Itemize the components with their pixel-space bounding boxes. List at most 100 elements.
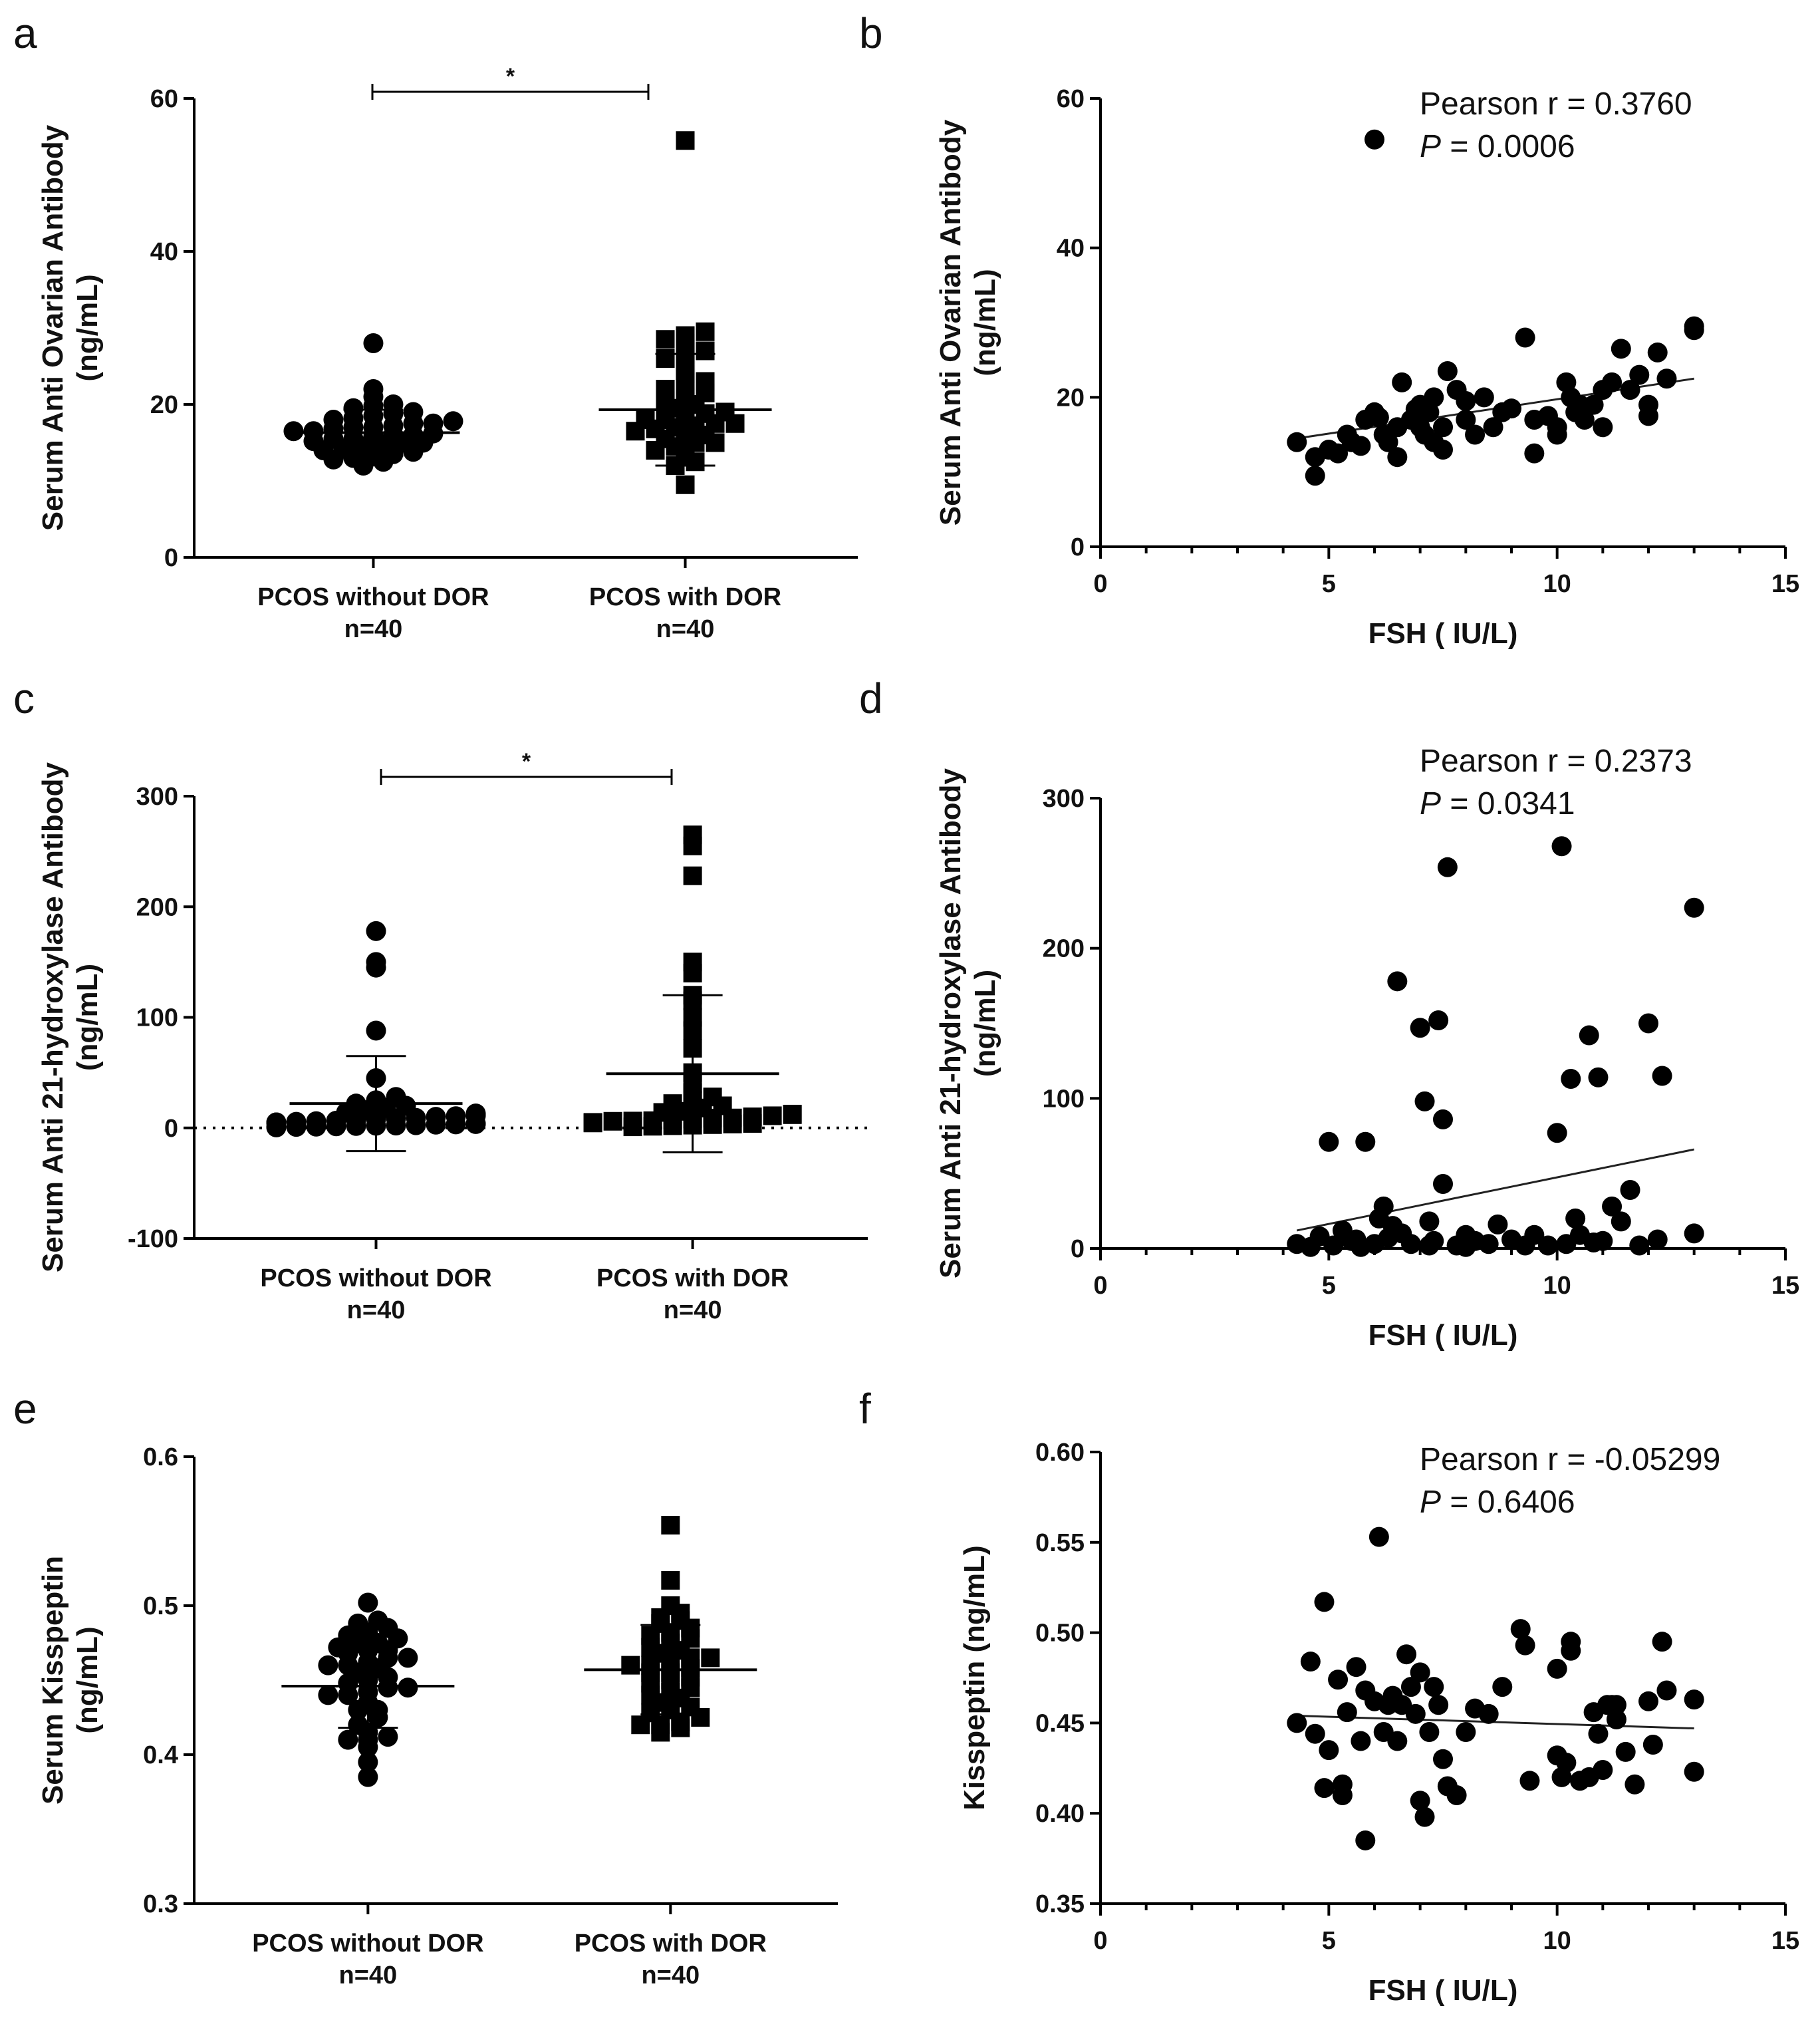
y-axis-title-line: (ng/mL) [71, 274, 104, 381]
p-value-label: P = 0.6406 [1420, 1485, 1575, 1520]
data-point [1419, 1235, 1440, 1256]
data-point [1300, 1652, 1321, 1672]
data-point [1305, 1723, 1325, 1744]
category-n-label: n=40 [641, 1962, 700, 1989]
data-point [1287, 432, 1307, 452]
data-point-circle [338, 1729, 358, 1750]
panel-b: b 0 20 40 60 0 5 10 15 FSH ( IU/L) Serum Anti Ovar… [859, 9, 1799, 650]
data-point-circle [378, 1727, 398, 1747]
category-label: PCOS without DOR [257, 583, 489, 611]
data-point [1428, 1010, 1449, 1030]
data-point [1414, 1807, 1435, 1827]
data-point-square [656, 380, 675, 398]
data-point [1351, 436, 1371, 456]
y-tick-label: 0 [1071, 533, 1085, 561]
data-point [1602, 372, 1623, 392]
data-point [1629, 1235, 1650, 1256]
data-point-circle [343, 398, 364, 418]
data-point [1332, 1785, 1353, 1806]
panel-letter: d [859, 674, 883, 722]
data-point-circle [426, 1107, 446, 1127]
data-point [1638, 406, 1658, 426]
y-axis-title-line: Serum Anti 21-hydroxylase Antibody [934, 768, 967, 1278]
regression-line [1297, 1715, 1694, 1730]
p-value-symbol: P [1420, 786, 1441, 821]
data-point-square [656, 349, 675, 368]
data-point [1319, 1131, 1339, 1152]
y-tick-label: 0.55 [1035, 1529, 1085, 1557]
data-point-square [623, 1111, 642, 1131]
x-axis-title: FSH ( IU/L) [1368, 1319, 1518, 1352]
data-point [1456, 1236, 1476, 1257]
data-point [1579, 1025, 1599, 1046]
significance-star: * [506, 64, 515, 89]
category-label: PCOS without DOR [252, 1930, 483, 1958]
y-axis-title-line: Kisspeptin (ng/mL) [958, 1545, 991, 1810]
y-axis-title-line: (ng/mL) [71, 964, 104, 1071]
y-axis-title-line: Serum Kisspeptin [37, 1556, 69, 1805]
data-point [1410, 1791, 1430, 1811]
data-point [1378, 432, 1398, 452]
data-point [1647, 1229, 1668, 1250]
panel-d: d 0 100 200 300 0 5 10 15 FSH ( IU/L) Serum Anti 2… [859, 674, 1799, 1352]
data-point-square [583, 1113, 602, 1132]
significance-star: * [522, 749, 531, 774]
data-point-circle [303, 421, 324, 442]
x-tick-label: 15 [1771, 1927, 1799, 1955]
y-axis-title-line: Serum Anti Ovarian Antibody [37, 124, 69, 531]
data-point [1620, 1179, 1640, 1200]
data-point [1424, 387, 1444, 408]
data-point-circle [386, 1087, 406, 1107]
data-point [1684, 897, 1704, 918]
data-point-circle [286, 1111, 307, 1132]
data-point [1368, 1527, 1389, 1547]
data-point-square [703, 1088, 722, 1107]
data-point [1387, 1731, 1408, 1751]
data-point-square [676, 326, 695, 345]
x-axis-title: FSH ( IU/L) [1368, 617, 1518, 650]
data-point [1305, 466, 1325, 486]
data-point [1524, 1225, 1545, 1245]
data-point [1615, 1741, 1636, 1762]
data-point [1355, 1830, 1376, 1850]
category-n-label: n=40 [344, 615, 403, 643]
data-point-square [701, 1648, 720, 1668]
data-point [1642, 1734, 1663, 1755]
panel-letter: c [13, 674, 35, 722]
data-point-square [676, 131, 695, 150]
data-point [1483, 417, 1503, 438]
data-point [1319, 1740, 1339, 1761]
x-tick-label: 15 [1771, 1272, 1799, 1300]
x-tick-label: 0 [1093, 1272, 1107, 1300]
data-point [1570, 394, 1590, 415]
data-point [1346, 1229, 1366, 1250]
data-point-square [636, 410, 655, 429]
data-point-circle [403, 402, 424, 422]
data-point-square [763, 1106, 782, 1125]
data-point [1456, 390, 1476, 411]
data-point [1410, 1662, 1430, 1683]
data-point [1419, 1211, 1440, 1232]
x-tick-label: 5 [1322, 570, 1336, 598]
data-point-square [661, 1570, 680, 1590]
data-point [1351, 1731, 1371, 1751]
data-point [1684, 1689, 1704, 1710]
data-point [1437, 361, 1458, 382]
data-point-circle [363, 379, 384, 399]
data-point [1456, 1721, 1476, 1742]
data-point [1314, 1592, 1335, 1612]
data-point [1537, 1235, 1558, 1256]
data-point [1355, 1131, 1376, 1152]
y-tick-label: -100 [128, 1225, 178, 1253]
data-point-circle [366, 1020, 386, 1041]
data-point-circle [358, 1752, 378, 1773]
y-axis-title: Serum Kisspeptin(ng/mL) [37, 1556, 104, 1805]
data-point [1565, 1208, 1586, 1229]
data-point [1583, 1232, 1604, 1252]
y-tick-label: 300 [136, 783, 178, 811]
data-point-circle [443, 411, 463, 432]
data-point [1382, 1216, 1403, 1236]
regression-line [1296, 1148, 1694, 1232]
data-point-circle [366, 921, 386, 941]
data-point-square [783, 1104, 802, 1123]
